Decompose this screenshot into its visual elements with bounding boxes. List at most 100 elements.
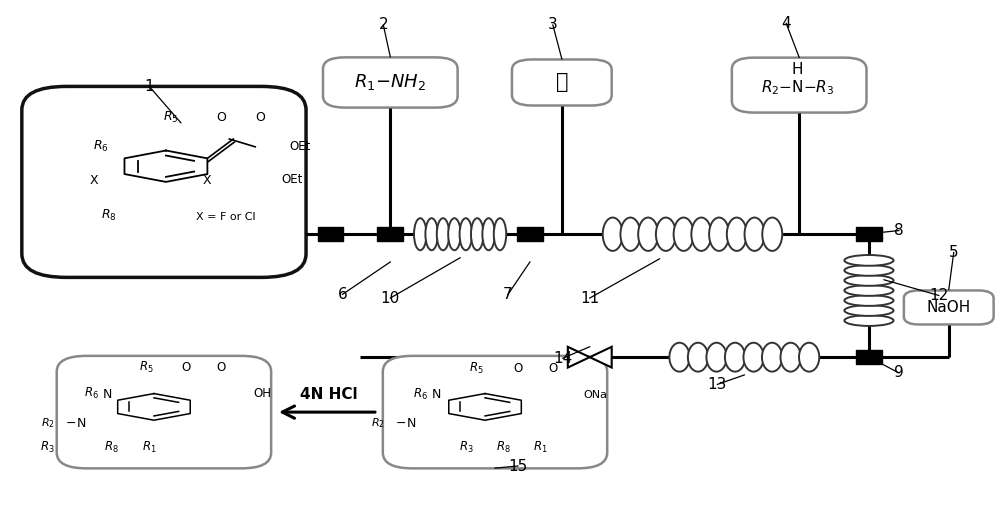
Text: 12: 12 bbox=[929, 288, 948, 303]
Text: 5: 5 bbox=[949, 245, 959, 260]
Text: 1: 1 bbox=[144, 79, 154, 94]
Text: 碱: 碱 bbox=[556, 73, 568, 93]
Ellipse shape bbox=[727, 218, 747, 251]
Text: O: O bbox=[548, 362, 557, 375]
Text: $R_1$$-$$NH_2$: $R_1$$-$$NH_2$ bbox=[354, 73, 426, 93]
Ellipse shape bbox=[471, 218, 483, 250]
Ellipse shape bbox=[762, 343, 782, 372]
Text: $R_8$: $R_8$ bbox=[104, 440, 118, 454]
Text: 15: 15 bbox=[508, 459, 528, 473]
Text: O: O bbox=[216, 361, 225, 374]
Bar bbox=[856, 227, 882, 241]
FancyBboxPatch shape bbox=[732, 58, 866, 113]
Ellipse shape bbox=[844, 255, 894, 266]
Text: 9: 9 bbox=[894, 366, 904, 380]
FancyBboxPatch shape bbox=[512, 59, 612, 106]
Text: 8: 8 bbox=[894, 223, 904, 238]
Text: X: X bbox=[90, 174, 98, 187]
Ellipse shape bbox=[844, 265, 894, 276]
FancyBboxPatch shape bbox=[57, 356, 271, 468]
Ellipse shape bbox=[482, 218, 495, 250]
Polygon shape bbox=[568, 347, 590, 368]
Text: 6: 6 bbox=[338, 287, 347, 302]
Bar bbox=[318, 227, 343, 241]
FancyBboxPatch shape bbox=[323, 57, 458, 108]
Text: $R_2$: $R_2$ bbox=[41, 416, 55, 430]
Ellipse shape bbox=[437, 218, 449, 250]
Ellipse shape bbox=[762, 218, 782, 251]
Text: NaOH: NaOH bbox=[927, 300, 971, 315]
Text: $R_5$: $R_5$ bbox=[469, 361, 483, 376]
Text: O: O bbox=[216, 111, 226, 124]
Text: $R_3$: $R_3$ bbox=[40, 440, 55, 454]
Ellipse shape bbox=[799, 343, 819, 372]
Ellipse shape bbox=[844, 275, 894, 286]
Text: $R_8$: $R_8$ bbox=[496, 440, 510, 454]
Text: 4: 4 bbox=[781, 16, 791, 31]
Ellipse shape bbox=[448, 218, 461, 250]
Text: $R_1$: $R_1$ bbox=[142, 440, 156, 454]
Ellipse shape bbox=[844, 305, 894, 316]
Bar bbox=[377, 227, 403, 241]
Text: ONa: ONa bbox=[584, 390, 608, 400]
Text: $\!-\!$N: $\!-\!$N bbox=[65, 417, 87, 430]
Ellipse shape bbox=[656, 218, 676, 251]
Text: N: N bbox=[102, 388, 112, 401]
Ellipse shape bbox=[688, 343, 708, 372]
Text: O: O bbox=[256, 111, 266, 124]
Ellipse shape bbox=[425, 218, 438, 250]
FancyBboxPatch shape bbox=[904, 290, 994, 325]
Text: 10: 10 bbox=[381, 290, 400, 306]
Text: X = F or Cl: X = F or Cl bbox=[196, 212, 256, 222]
Text: O: O bbox=[513, 362, 523, 375]
Ellipse shape bbox=[743, 343, 764, 372]
Ellipse shape bbox=[603, 218, 623, 251]
Text: 14: 14 bbox=[553, 351, 572, 366]
Polygon shape bbox=[590, 347, 612, 368]
Text: 4N HCl: 4N HCl bbox=[300, 387, 357, 402]
Text: $R_6$: $R_6$ bbox=[413, 387, 428, 402]
Bar bbox=[517, 227, 543, 241]
Ellipse shape bbox=[460, 218, 472, 250]
Text: $R_3$: $R_3$ bbox=[459, 440, 473, 454]
Ellipse shape bbox=[674, 218, 694, 251]
Text: $R_6$: $R_6$ bbox=[93, 139, 109, 155]
Ellipse shape bbox=[844, 295, 894, 306]
Text: $R_6$: $R_6$ bbox=[84, 386, 99, 401]
Text: N: N bbox=[431, 388, 441, 401]
Ellipse shape bbox=[706, 343, 727, 372]
Ellipse shape bbox=[494, 218, 506, 250]
Ellipse shape bbox=[669, 343, 690, 372]
Ellipse shape bbox=[620, 218, 640, 251]
Text: $R_1$: $R_1$ bbox=[533, 440, 547, 454]
Ellipse shape bbox=[709, 218, 729, 251]
Ellipse shape bbox=[780, 343, 801, 372]
Text: H: H bbox=[791, 62, 803, 77]
Ellipse shape bbox=[414, 218, 426, 250]
Text: $R_2$: $R_2$ bbox=[371, 416, 385, 430]
Ellipse shape bbox=[745, 218, 764, 251]
FancyBboxPatch shape bbox=[22, 86, 306, 277]
Text: X: X bbox=[203, 174, 211, 187]
FancyBboxPatch shape bbox=[383, 356, 607, 468]
Text: 7: 7 bbox=[503, 287, 513, 302]
Text: OH: OH bbox=[254, 387, 272, 400]
Text: $\!-\!$N: $\!-\!$N bbox=[395, 417, 416, 430]
Text: $R_5$: $R_5$ bbox=[139, 360, 153, 375]
Text: $R_5$: $R_5$ bbox=[163, 110, 179, 125]
Text: O: O bbox=[181, 361, 190, 374]
Ellipse shape bbox=[638, 218, 658, 251]
Text: $R_2$$-$N$-$$R_3$: $R_2$$-$N$-$$R_3$ bbox=[761, 78, 834, 97]
Ellipse shape bbox=[844, 285, 894, 296]
Bar bbox=[856, 350, 882, 364]
Ellipse shape bbox=[691, 218, 711, 251]
Text: $R_8$: $R_8$ bbox=[101, 208, 117, 224]
Ellipse shape bbox=[844, 315, 894, 326]
Text: 13: 13 bbox=[708, 377, 727, 392]
Text: 3: 3 bbox=[548, 17, 558, 33]
Text: OEt: OEt bbox=[281, 173, 302, 186]
Ellipse shape bbox=[725, 343, 745, 372]
Text: 2: 2 bbox=[379, 17, 388, 33]
Text: OEt: OEt bbox=[290, 140, 311, 154]
Text: 11: 11 bbox=[580, 290, 599, 306]
